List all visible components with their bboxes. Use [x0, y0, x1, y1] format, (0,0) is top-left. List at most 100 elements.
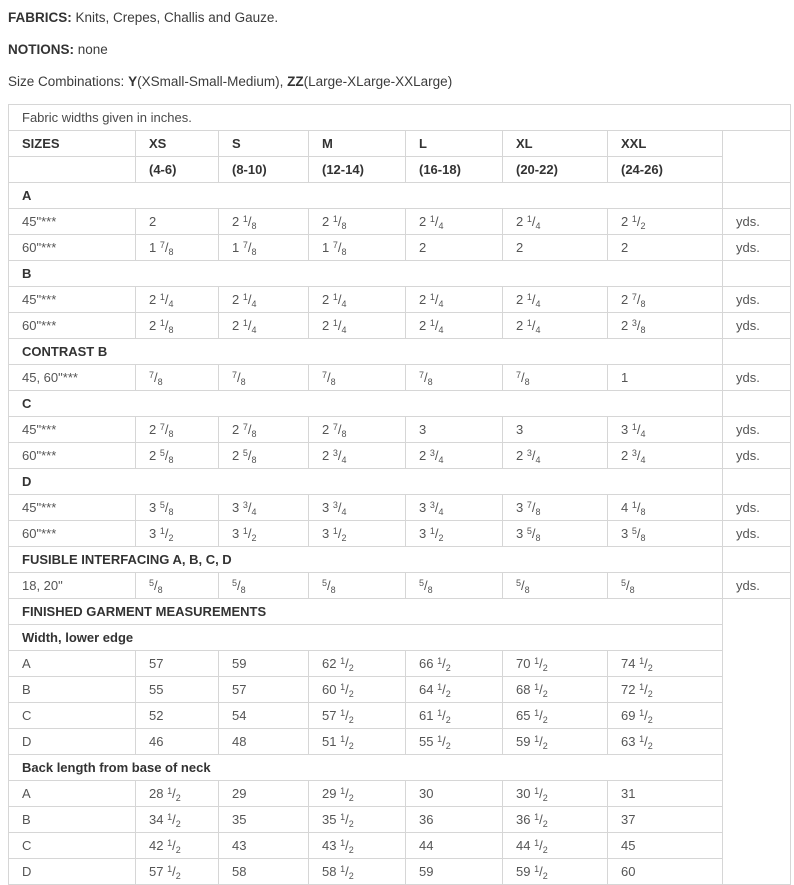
- section-row: CONTRAST B: [8, 338, 792, 365]
- row-label: 60"***: [8, 520, 136, 547]
- section-label: Width, lower edge: [8, 624, 723, 651]
- yardage-table: Fabric widths given in inches. SIZES XS …: [7, 104, 792, 885]
- value-cell: 5/8: [607, 572, 723, 599]
- value-cell: 2 3/4: [405, 442, 503, 469]
- value-cell: 60 1/2: [308, 676, 406, 703]
- value-cell: 57 1/2: [135, 858, 219, 885]
- column-header-l: L: [405, 130, 503, 157]
- value-cell: 51 1/2: [308, 728, 406, 755]
- value-cell: 2 1/4: [308, 312, 406, 339]
- table-row: 60"*** 2 5/8 2 5/8 2 3/4 2 3/4 2 3/4 2 3/4 yds.: [8, 442, 792, 469]
- value-cell: 61 1/2: [405, 702, 503, 729]
- section-spacer-cell: [721, 182, 792, 209]
- value-cell: 46: [135, 728, 219, 755]
- table-row: 45"*** 2 1/4 2 1/4 2 1/4 2 1/4 2 1/4 2 7/8 yds.: [8, 286, 792, 313]
- row-label: 45"***: [8, 494, 136, 521]
- range-header-xs: (4-6): [135, 156, 219, 183]
- table-row: 45, 60"*** 7/8 7/8 7/8 7/8 7/8 1 yds.: [8, 364, 792, 391]
- value-cell: 2 7/8: [308, 416, 406, 443]
- column-header-xxl: XXL: [607, 130, 723, 157]
- value-cell: 5/8: [405, 572, 503, 599]
- value-cell: 3 1/2: [405, 520, 503, 547]
- unit-cell: yds.: [721, 208, 792, 235]
- value-cell: 7/8: [308, 364, 406, 391]
- table-row: 45"*** 3 5/8 3 3/4 3 3/4 3 3/4 3 7/8 4 1/8 yds.: [8, 494, 792, 521]
- value-cell: 57: [135, 650, 219, 677]
- value-cell: 2 5/8: [218, 442, 309, 469]
- section-row: Back length from base of neck: [8, 754, 791, 781]
- row-label: C: [8, 702, 136, 729]
- value-cell: 7/8: [405, 364, 503, 391]
- section-spacer-cell: [721, 546, 792, 573]
- column-header-s: S: [218, 130, 309, 157]
- value-cell: 2 3/4: [308, 442, 406, 469]
- value-cell: 63 1/2: [607, 728, 723, 755]
- value-cell: 2: [405, 234, 503, 261]
- value-cell: 2 7/8: [218, 416, 309, 443]
- unit-cell: yds.: [721, 286, 792, 313]
- size-y-text: (XSmall-Small-Medium),: [137, 74, 288, 89]
- size-y-label: Y: [128, 74, 138, 89]
- unit-cell: yds.: [721, 364, 792, 391]
- row-label: A: [8, 780, 136, 807]
- table-row: 45"*** 2 7/8 2 7/8 2 7/8 3 3 3 1/4 yds.: [8, 416, 792, 443]
- value-cell: 44: [405, 832, 503, 859]
- value-cell: 2: [135, 208, 219, 235]
- value-cell: 3: [405, 416, 503, 443]
- value-cell: 42 1/2: [135, 832, 219, 859]
- value-cell: 1: [607, 364, 723, 391]
- value-cell: 3: [502, 416, 608, 443]
- value-cell: 2 1/4: [308, 286, 406, 313]
- table-row: 60"*** 2 1/8 2 1/4 2 1/4 2 1/4 2 1/4 2 3/8 yds.: [8, 312, 792, 339]
- section-label: B: [8, 260, 723, 287]
- notions-line: NOTIONS: none: [8, 40, 786, 59]
- row-label: 45, 60"***: [8, 364, 136, 391]
- value-cell: 2 7/8: [135, 416, 219, 443]
- row-label: B: [8, 806, 136, 833]
- section-label: FINISHED GARMENT MEASUREMENTS: [8, 598, 723, 625]
- column-header-xs: XS: [135, 130, 219, 157]
- row-label: 45"***: [8, 416, 136, 443]
- section-label: FUSIBLE INTERFACING A, B, C, D: [8, 546, 723, 573]
- size-range-header-row: (4-6) (8-10) (12-14) (16-18) (20-22) (24…: [8, 156, 791, 183]
- value-cell: 48: [218, 728, 309, 755]
- size-combinations-line: Size Combinations: Y(XSmall-Small-Medium…: [8, 72, 786, 91]
- section-row: A: [8, 182, 792, 209]
- value-cell: 69 1/2: [607, 702, 723, 729]
- value-cell: 29: [218, 780, 309, 807]
- section-spacer-cell: [721, 260, 792, 287]
- table-row: D 57 1/2 58 58 1/2 59 59 1/2 60: [8, 858, 791, 885]
- unit-cell: yds.: [721, 520, 792, 547]
- value-cell: 43 1/2: [308, 832, 406, 859]
- range-header-m: (12-14): [308, 156, 406, 183]
- value-cell: 30: [405, 780, 503, 807]
- value-cell: 2 3/4: [502, 442, 608, 469]
- section-label: D: [8, 468, 723, 495]
- value-cell: 5/8: [308, 572, 406, 599]
- row-label: 18, 20": [8, 572, 136, 599]
- value-cell: 5/8: [135, 572, 219, 599]
- value-cell: 31: [607, 780, 723, 807]
- value-cell: 7/8: [218, 364, 309, 391]
- value-cell: 2 1/4: [502, 286, 608, 313]
- value-cell: 1 7/8: [135, 234, 219, 261]
- value-cell: 35 1/2: [308, 806, 406, 833]
- row-label: 60"***: [8, 312, 136, 339]
- value-cell: 72 1/2: [607, 676, 723, 703]
- value-cell: 62 1/2: [308, 650, 406, 677]
- value-cell: 2 5/8: [135, 442, 219, 469]
- value-cell: 30 1/2: [502, 780, 608, 807]
- value-cell: 2 1/4: [405, 312, 503, 339]
- value-cell: 34 1/2: [135, 806, 219, 833]
- section-row: Width, lower edge: [8, 624, 791, 651]
- table-row: C 52 54 57 1/2 61 1/2 65 1/2 69 1/2: [8, 702, 791, 729]
- row-label: D: [8, 858, 136, 885]
- value-cell: 3 3/4: [218, 494, 309, 521]
- section-row: D: [8, 468, 792, 495]
- column-header-sizes: SIZES: [8, 130, 136, 157]
- value-cell: 2 1/4: [405, 208, 503, 235]
- value-cell: 2 1/8: [135, 312, 219, 339]
- value-cell: 2 1/4: [218, 312, 309, 339]
- value-cell: 58: [218, 858, 309, 885]
- value-cell: 7/8: [135, 364, 219, 391]
